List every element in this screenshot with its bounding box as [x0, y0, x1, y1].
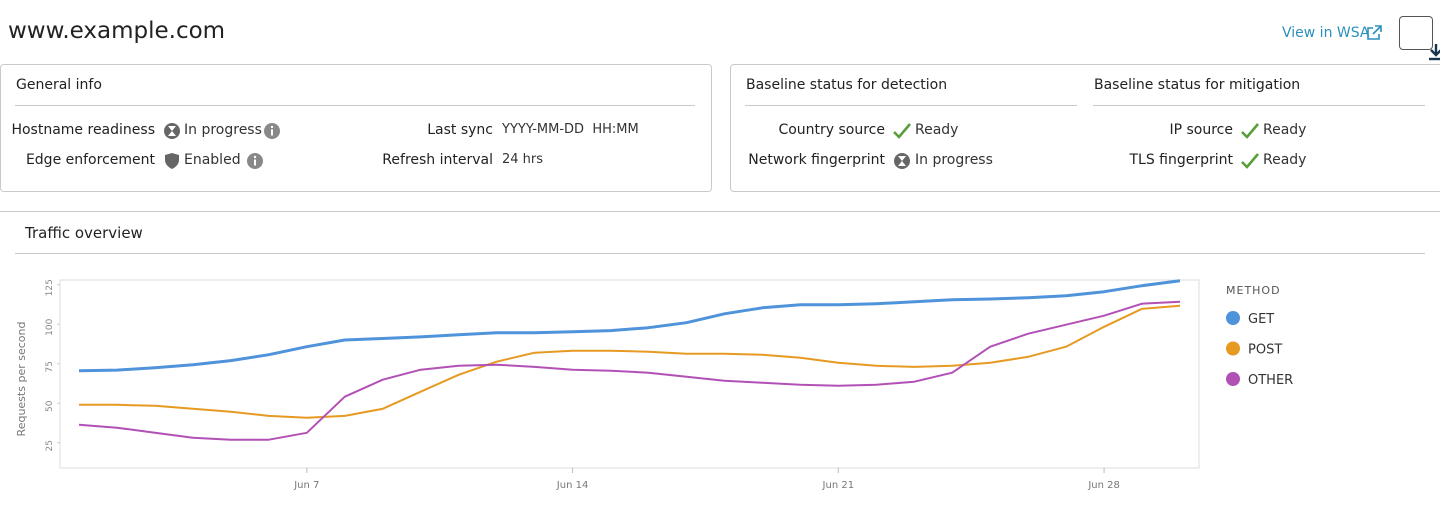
shield-icon: [165, 153, 179, 169]
baseline-panel: [730, 64, 1440, 192]
y-tick-label: 125: [45, 279, 55, 296]
status-value: Ready: [1263, 122, 1307, 138]
x-tick-label: Jun 28: [1087, 480, 1120, 491]
chart: Requests per second 25 50 75 100 125 Jun 7 Jun …: [15, 279, 1293, 491]
legend-swatch: [1226, 372, 1240, 386]
panel-title: Baseline status for mitigation: [1094, 77, 1301, 93]
y-axis-label: Requests per second: [15, 322, 28, 437]
general-info-panel: [0, 64, 712, 192]
plot-area: [59, 279, 1200, 469]
status-value: In progress: [915, 152, 993, 168]
series-line: [78, 279, 1181, 373]
info-value: YYYY-MM-DD HH:MM: [502, 122, 639, 137]
divider: [745, 105, 1077, 106]
series-line: [78, 300, 1181, 441]
section-divider: [0, 211, 1440, 212]
info-label: Edge enforcement: [25, 152, 155, 168]
check-icon: [1241, 153, 1259, 169]
check-icon: [1241, 123, 1259, 139]
chart-title: Traffic overview: [25, 224, 143, 242]
series-line: [79, 304, 1181, 419]
legend-swatch: [1226, 341, 1240, 356]
status-label: Network fingerprint: [748, 152, 885, 168]
info-label: Hostname readiness: [11, 122, 155, 138]
divider: [15, 105, 695, 106]
legend-title: METHOD: [1226, 284, 1281, 297]
panel-title: Baseline status for detection: [746, 77, 948, 93]
legend-label: OTHER: [1248, 373, 1293, 388]
divider: [15, 253, 1425, 254]
legend-label: POST: [1248, 343, 1282, 358]
info-icon[interactable]: [263, 122, 281, 140]
view-link[interactable]: View in WSA: [1282, 25, 1370, 41]
legend-label: GET: [1248, 312, 1274, 327]
progress-icon: [164, 123, 180, 139]
info-label: Last sync: [427, 122, 493, 138]
status-label: IP source: [1169, 122, 1233, 138]
y-tick-label: 100: [45, 318, 55, 335]
divider: [1093, 105, 1425, 106]
progress-icon: [894, 153, 910, 169]
info-label: Refresh interval: [382, 152, 493, 168]
status-label: Country source: [778, 122, 885, 138]
y-tick-label: 75: [45, 361, 55, 372]
x-tick-label: Jun 7: [293, 480, 319, 491]
panel-title: General info: [16, 77, 102, 93]
y-tick-label: 50: [45, 400, 55, 412]
x-tick-label: Jun 14: [556, 480, 589, 491]
page-title: www.example.com: [8, 18, 226, 44]
status-value: Ready: [1263, 152, 1307, 168]
check-icon: [893, 123, 911, 139]
download-button[interactable]: [1399, 16, 1440, 61]
legend-swatch: [1226, 311, 1240, 325]
status-label: TLS fingerprint: [1129, 152, 1233, 168]
info-value: In progress: [184, 122, 262, 138]
info-value: 24 hrs: [502, 152, 544, 167]
info-icon[interactable]: [246, 152, 264, 170]
x-tick-label: Jun 21: [822, 480, 855, 491]
info-value: Enabled: [184, 152, 241, 168]
status-value: Ready: [915, 122, 959, 138]
y-tick-label: 25: [45, 440, 55, 451]
external-icon[interactable]: [1365, 24, 1383, 42]
